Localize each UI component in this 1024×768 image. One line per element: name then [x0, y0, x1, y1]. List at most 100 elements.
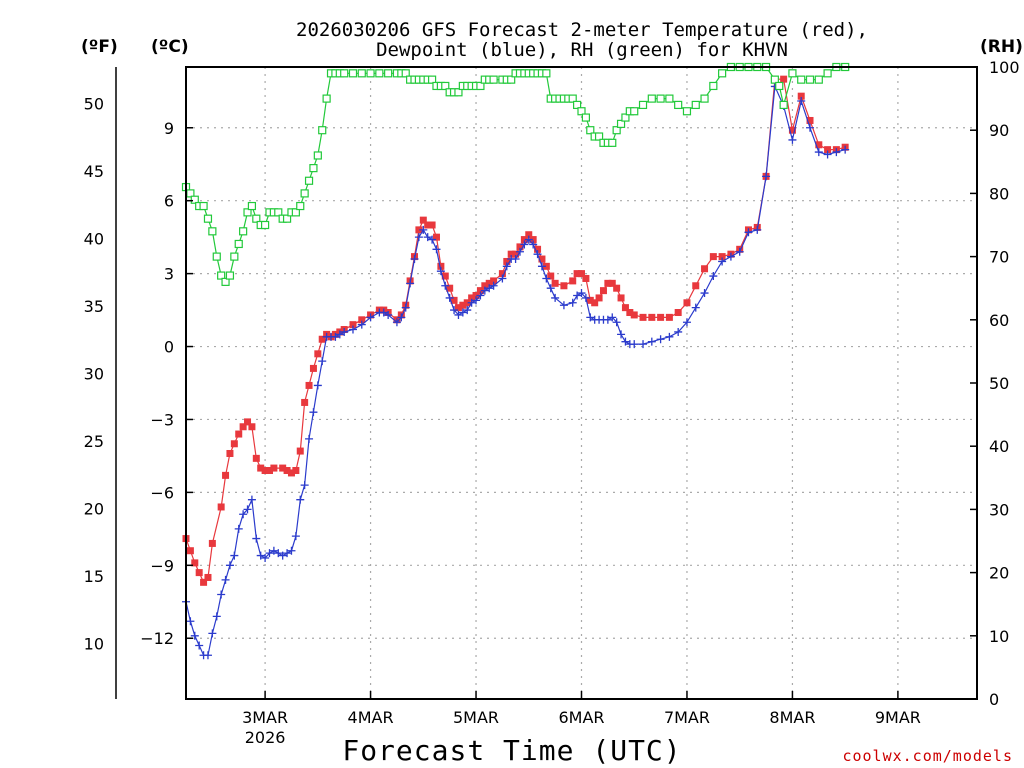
dewpoint-point [533, 250, 542, 259]
dewpoint-point [252, 534, 261, 543]
dewpoint-line [185, 84, 846, 656]
temperature-point [529, 236, 537, 244]
temperature-point [200, 578, 208, 586]
temperature-point [481, 282, 489, 290]
dewpoint-point [450, 306, 459, 315]
temperature-point [648, 313, 656, 321]
temperature-point [191, 559, 199, 567]
rh-point [261, 220, 270, 230]
grid-lines [186, 67, 977, 699]
dewpoint-point [841, 145, 850, 154]
dewpoint-point [300, 481, 309, 490]
dewpoint-point [485, 284, 494, 293]
celsius-tick-label: −3 [150, 410, 174, 429]
rh-tick-label: 90 [989, 121, 1009, 140]
temperature-point [450, 296, 458, 304]
temperature-point [318, 335, 326, 343]
fahrenheit-tick-label: 30 [84, 365, 104, 384]
dewpoint-point [291, 532, 300, 541]
dewpoint-point [718, 257, 727, 266]
dewpoint-point [278, 551, 287, 560]
temperature-point [551, 279, 559, 287]
rh-point [454, 88, 463, 97]
temperature-point [595, 294, 603, 302]
rh-point [568, 94, 577, 103]
temperature-point [665, 313, 673, 321]
rh-point [234, 239, 243, 249]
temperature-point [692, 282, 700, 290]
dewpoint-point [665, 332, 674, 341]
dewpoint-point [735, 247, 744, 256]
temperature-point [358, 316, 366, 324]
temperature-point [547, 272, 555, 280]
temperature-point [797, 92, 805, 100]
temperature-point [230, 440, 238, 448]
temperature-point [287, 469, 295, 477]
series-layer [181, 62, 850, 660]
rh-point [788, 69, 797, 78]
temperature-point [780, 75, 788, 83]
dewpoint-point [190, 631, 199, 640]
temperature-point [626, 309, 634, 317]
rh-axis-label: (RH) [980, 37, 1023, 57]
rh-tick-label: 80 [989, 184, 1009, 203]
fahrenheit-tick-label: 25 [84, 432, 104, 451]
dewpoint-point [647, 337, 656, 346]
dewpoint-point [309, 408, 318, 417]
temperature-point [788, 126, 796, 134]
temperature-point [608, 279, 616, 287]
dewpoint-point [788, 135, 797, 144]
x-axis-label: Forecast Time (UTC) [342, 734, 681, 767]
temperature-point [498, 270, 506, 278]
dewpoint-point [230, 551, 239, 560]
dewpoint-point [401, 303, 410, 312]
dewpoint-point [283, 549, 292, 558]
dewpoint-point [243, 505, 252, 514]
dewpoint-point [546, 284, 555, 293]
rh-point [665, 94, 674, 103]
temperature-point [516, 243, 524, 251]
dewpoint-point [269, 546, 278, 555]
temperature-point [459, 301, 467, 309]
celsius-axis-label: (ºC) [151, 37, 189, 57]
dewpoint-point [397, 313, 406, 322]
dewpoint-point [261, 554, 270, 563]
rh-point [621, 113, 630, 122]
rh-point [823, 69, 832, 78]
dewpoint-point [832, 148, 841, 157]
dewpoint-point [682, 318, 691, 327]
fahrenheit-tick-label: 35 [84, 297, 104, 316]
temperature-point [542, 262, 550, 270]
temperature-point [573, 270, 581, 278]
temperature-point [419, 216, 427, 224]
dewpoint-point [410, 255, 419, 264]
rh-point [318, 126, 327, 135]
temperature-point [222, 471, 230, 479]
dewpoint-point [195, 641, 204, 650]
temperature-point [432, 233, 440, 241]
dewpoint-point [296, 495, 305, 504]
rh-point [594, 132, 604, 141]
rh-point [309, 164, 318, 173]
dewpoint-point [726, 252, 735, 261]
date-tick-label: 5MAR [453, 708, 499, 727]
dewpoint-point [515, 247, 524, 256]
temperature-point [613, 284, 621, 292]
temperature-point [454, 304, 462, 312]
temperature-point [239, 423, 247, 431]
temperature-point [534, 245, 542, 253]
dewpoint-point [217, 590, 226, 599]
dewpoint-point [305, 434, 314, 443]
rh-point [212, 252, 221, 261]
dewpoint-point [612, 318, 621, 327]
dewpoint-point [265, 549, 274, 558]
dewpoint-point [225, 561, 234, 570]
temperature-point [657, 313, 665, 321]
rh-point [217, 271, 226, 280]
dewpoint-point [445, 293, 454, 302]
rh-point [814, 75, 823, 84]
dewpoint-point [577, 289, 586, 298]
dewpoint-point [313, 381, 322, 390]
temperature-point [301, 398, 309, 406]
dewpoint-point [221, 575, 230, 584]
